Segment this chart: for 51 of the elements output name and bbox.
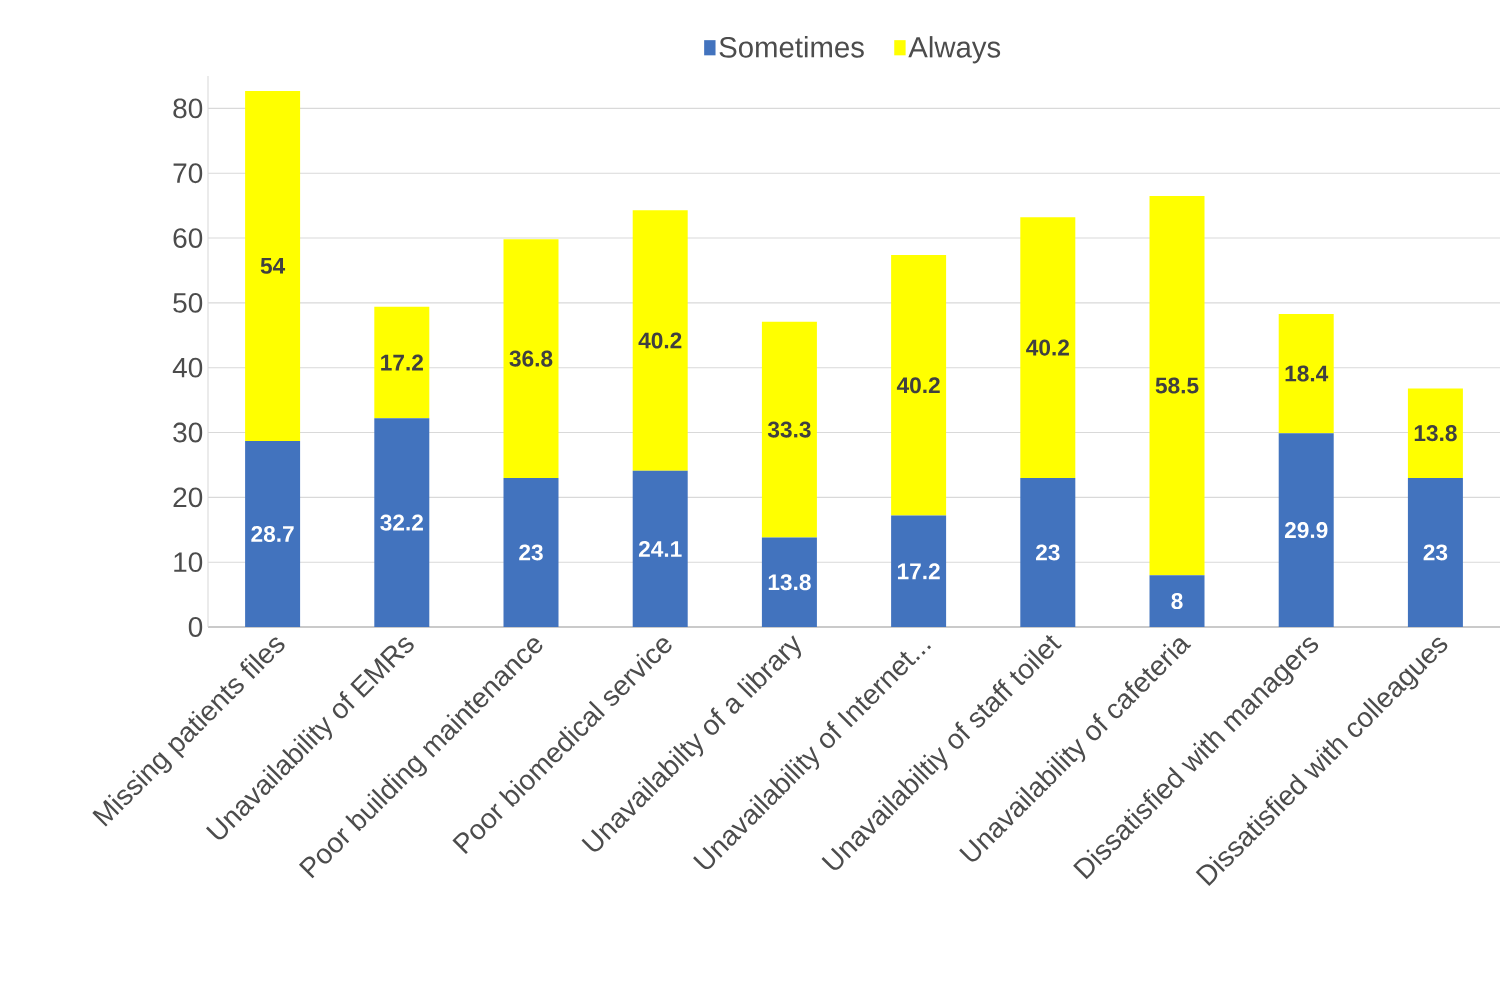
data-label: 36.8: [509, 350, 553, 367]
data-label: 24.1: [638, 540, 682, 557]
y-tick-label: 30: [173, 422, 203, 443]
y-tick-label: 50: [173, 292, 203, 313]
y-tick-label: 20: [173, 487, 203, 508]
bar: [891, 254, 947, 516]
data-label: 13.8: [768, 574, 811, 591]
data-label: 40.2: [638, 332, 682, 349]
bar: [761, 321, 817, 538]
bar: [245, 440, 301, 627]
bar: [1407, 388, 1463, 478]
data-label: 32.2: [380, 514, 423, 531]
y-tick-label: 10: [174, 552, 203, 573]
y-tick-label: 70: [173, 163, 203, 184]
bar: [632, 210, 688, 471]
data-label: 18.4: [1285, 365, 1329, 382]
bar: [503, 477, 559, 627]
bar: [1278, 313, 1334, 434]
y-tick-label: 0: [188, 617, 203, 637]
bar: [1149, 575, 1205, 627]
data-label: 17.2: [381, 354, 423, 371]
data-label: 58.5: [1155, 377, 1199, 394]
bar: [1020, 477, 1076, 627]
data-label: 23: [1423, 544, 1448, 561]
bar: [891, 515, 947, 627]
data-label: 17.2: [897, 563, 940, 580]
y-tick-label: 80: [173, 98, 203, 119]
bar: [374, 418, 430, 627]
data-label: 28.7: [251, 525, 294, 542]
bar: [1149, 195, 1205, 576]
bar: [1407, 477, 1463, 627]
data-label: 23: [519, 544, 543, 561]
y-tick-label: 40: [172, 357, 203, 378]
data-label: 40.2: [896, 377, 940, 394]
bar: [632, 470, 688, 627]
bar: [503, 239, 559, 478]
data-label: 13.8: [1414, 425, 1457, 442]
bar: [245, 90, 301, 441]
bar: [761, 537, 817, 627]
data-label: 29.9: [1284, 522, 1328, 539]
data-label: 54: [260, 258, 286, 274]
bar: [1020, 217, 1076, 478]
legend-label: Always: [908, 36, 1001, 64]
y-tick-label: 60: [173, 228, 203, 248]
data-label: 40.2: [1026, 339, 1069, 356]
data-label: 8: [1171, 593, 1183, 610]
data-label: 23: [1036, 544, 1060, 561]
bar: [1278, 433, 1334, 627]
bar: [374, 306, 430, 419]
data-label: 33.3: [767, 421, 811, 438]
legend-label: Sometimes: [719, 36, 864, 58]
